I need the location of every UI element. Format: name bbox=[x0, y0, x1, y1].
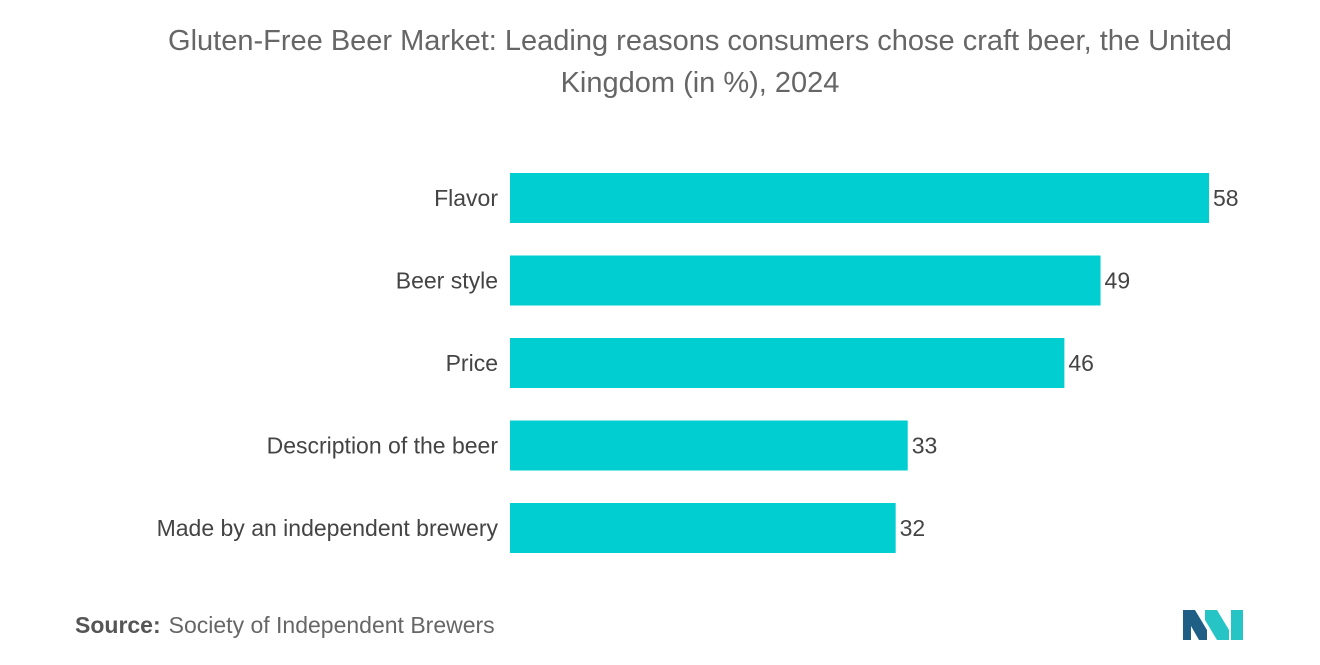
category-label: Flavor bbox=[434, 185, 498, 211]
data-label: 46 bbox=[1068, 350, 1094, 376]
data-label: 33 bbox=[912, 433, 938, 459]
bar bbox=[510, 255, 1101, 306]
bar bbox=[510, 503, 896, 553]
source-label: Source: bbox=[75, 612, 161, 638]
category-label: Made by an independent brewery bbox=[157, 515, 499, 541]
category-label: Description of the beer bbox=[267, 433, 499, 459]
data-label: 32 bbox=[900, 515, 926, 541]
source-value: Society of Independent Brewers bbox=[168, 612, 495, 638]
chart-title: Gluten-Free Beer Market: Leading reasons… bbox=[168, 25, 1232, 99]
bar-chart: Flavor 58 Beer style 49 Price 46 Description o… bbox=[157, 173, 1239, 553]
data-label: 58 bbox=[1213, 185, 1239, 211]
brand-logo bbox=[1183, 610, 1243, 640]
bar bbox=[510, 338, 1065, 388]
data-label: 49 bbox=[1105, 268, 1131, 294]
category-label: Price bbox=[446, 350, 498, 376]
source-note: Source: Society of Independent Brewers bbox=[75, 612, 495, 639]
bar bbox=[510, 420, 908, 471]
bar bbox=[510, 173, 1209, 223]
category-label: Beer style bbox=[396, 268, 498, 294]
